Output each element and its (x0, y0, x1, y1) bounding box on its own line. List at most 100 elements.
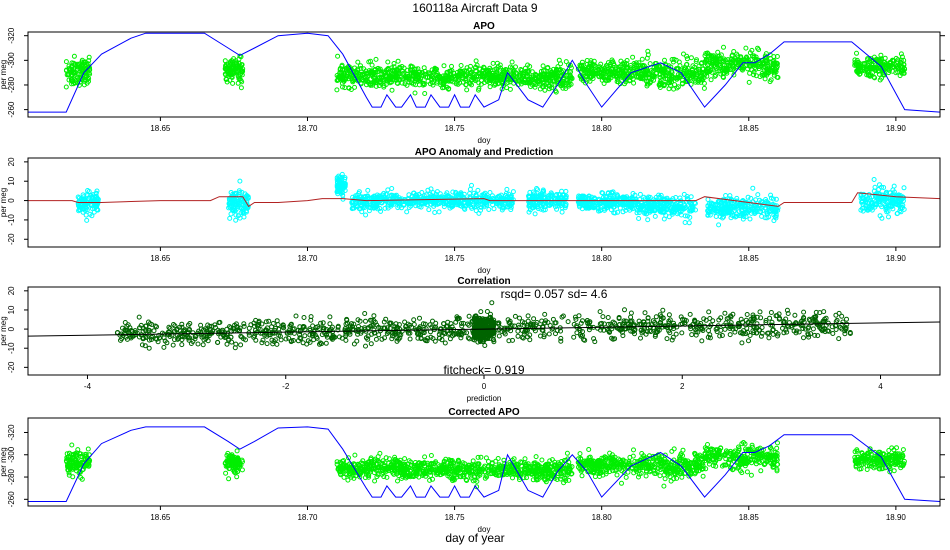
data-point (636, 62, 642, 68)
data-point (440, 82, 446, 88)
data-point (69, 81, 75, 87)
data-point (707, 335, 713, 341)
data-point (528, 77, 534, 83)
data-point (74, 61, 80, 67)
data-point (847, 331, 853, 336)
data-point (605, 315, 611, 320)
data-point (713, 326, 719, 332)
data-point (860, 201, 866, 207)
data-point (609, 57, 615, 63)
data-point (363, 68, 369, 74)
data-point (308, 314, 314, 320)
data-point (620, 201, 626, 207)
data-point (757, 309, 763, 315)
data-point (71, 53, 77, 59)
data-point (227, 215, 233, 221)
data-point (705, 67, 710, 72)
data-point (884, 65, 890, 71)
data-point (872, 65, 878, 70)
data-point (510, 67, 516, 73)
data-point (405, 67, 411, 73)
data-point (238, 67, 244, 73)
data-point (415, 74, 421, 80)
data-point (422, 201, 428, 207)
data-point (855, 64, 861, 70)
data-point (559, 209, 565, 215)
data-point (896, 62, 902, 68)
data-point (530, 321, 536, 327)
data-point (685, 196, 691, 202)
data-point (641, 319, 647, 325)
data-point (362, 194, 368, 200)
data-point (801, 335, 806, 341)
data-point (385, 59, 391, 65)
data-point (548, 193, 554, 199)
data-point (637, 197, 643, 202)
data-point (94, 195, 100, 201)
data-point (364, 76, 370, 82)
data-point (774, 74, 780, 80)
data-point (341, 183, 347, 189)
data-point (810, 326, 816, 332)
data-point (486, 207, 492, 212)
data-point (381, 84, 387, 90)
data-point (347, 323, 353, 329)
data-point (577, 328, 583, 333)
data-point (212, 322, 218, 328)
data-point (227, 202, 233, 208)
data-point (374, 203, 380, 209)
data-point (213, 325, 218, 330)
data-point (760, 61, 766, 67)
data-point (526, 77, 532, 83)
data-point (608, 71, 614, 77)
data-point (387, 200, 392, 206)
data-point (860, 208, 866, 214)
data-point (334, 87, 340, 93)
data-point (372, 78, 378, 84)
data-point (698, 70, 703, 76)
data-point (844, 321, 850, 327)
data-point (466, 336, 472, 342)
data-point (739, 340, 745, 346)
data-point (241, 321, 247, 327)
data-point (440, 79, 446, 85)
data-point (737, 57, 742, 63)
data-point (755, 45, 761, 51)
data-point (449, 202, 455, 208)
data-point (84, 191, 90, 197)
data-point (465, 335, 471, 341)
data-point (453, 74, 459, 80)
data-point (374, 195, 380, 201)
data-point (430, 80, 435, 86)
data-point (609, 193, 615, 199)
data-point (898, 51, 904, 57)
data-point (286, 335, 292, 341)
data-point (573, 316, 579, 322)
data-point (69, 79, 75, 84)
data-point (735, 203, 741, 209)
data-point (280, 322, 286, 328)
data-point (750, 199, 756, 205)
data-point (676, 59, 682, 65)
data-point (749, 47, 755, 53)
data-point (438, 326, 444, 332)
data-point (719, 58, 725, 63)
data-point (783, 327, 789, 333)
data-point (660, 307, 666, 313)
data-point (463, 77, 469, 83)
data-point (580, 75, 586, 81)
data-point (703, 56, 709, 62)
data-point (652, 207, 657, 213)
data-point (441, 330, 446, 336)
data-point (508, 200, 514, 206)
data-point (558, 335, 564, 341)
data-point (352, 84, 357, 90)
data-point (726, 209, 732, 215)
data-point (371, 313, 377, 319)
data-point (736, 209, 742, 215)
data-point (577, 194, 583, 199)
data-point (591, 58, 597, 64)
data-point (507, 320, 513, 326)
data-point (770, 327, 776, 333)
data-point (200, 342, 206, 348)
